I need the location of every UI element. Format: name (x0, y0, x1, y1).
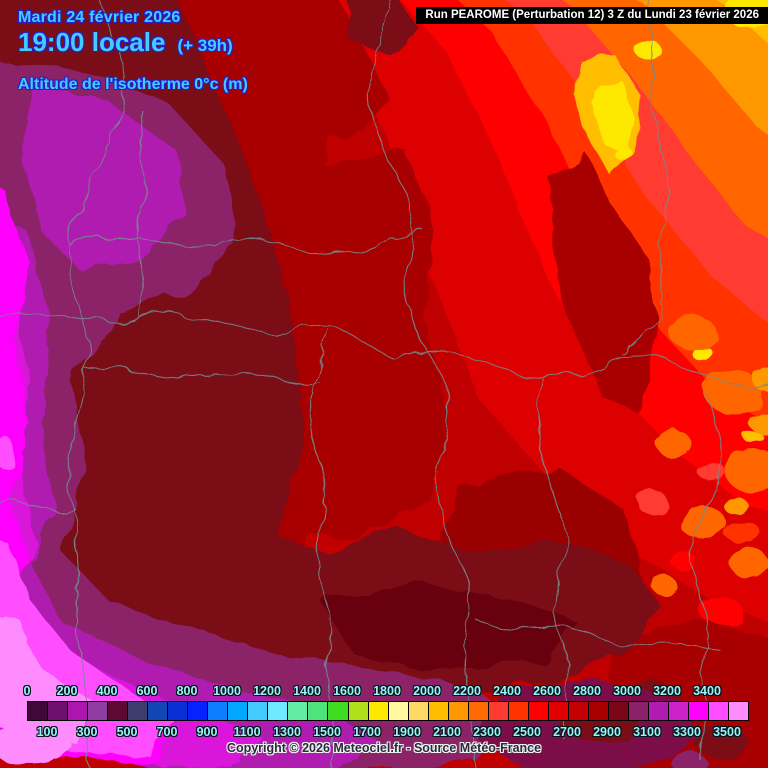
legend-tick-label: 2000 (413, 684, 441, 698)
legend-tick-label: 3200 (653, 684, 681, 698)
legend-cell (648, 702, 669, 720)
legend-tick-label: 200 (56, 684, 78, 698)
legend-cell (608, 702, 629, 720)
legend-cell (368, 702, 389, 720)
legend-cell (388, 702, 409, 720)
legend-cell (148, 702, 169, 720)
legend-tick-label: 2800 (573, 684, 601, 698)
legend-tick-label: 1300 (273, 725, 301, 739)
legend-cell (548, 702, 569, 720)
legend-cell (669, 702, 690, 720)
legend-tick-label: 600 (136, 684, 158, 698)
legend-labels-bottom: 100 300 500 700 900 1100 1300 1500 1700 1900 2100 2… (27, 725, 749, 740)
legend-tick-label: 700 (156, 725, 178, 739)
legend-cell (228, 702, 249, 720)
legend-tick-label: 800 (176, 684, 198, 698)
legend-tick-label: 2100 (433, 725, 461, 739)
legend-cell (128, 702, 149, 720)
legend-tick-label: 2200 (453, 684, 481, 698)
legend-cell (48, 702, 69, 720)
legend-tick-label: 1800 (373, 684, 401, 698)
legend-cell (428, 702, 449, 720)
legend-cell (248, 702, 269, 720)
legend-cell (488, 702, 509, 720)
legend-cell (729, 702, 749, 720)
forecast-date: Mardi 24 février 2026 (18, 9, 181, 26)
legend-tick-label: 1000 (213, 684, 241, 698)
legend-cell (448, 702, 469, 720)
legend-tick-label: 1900 (393, 725, 421, 739)
legend-tick-label: 1400 (293, 684, 321, 698)
forecast-time-row: 19:00 locale (+ 39h) (18, 27, 233, 58)
copyright: Copyright © 2026 Meteociel.fr - Source M… (226, 741, 542, 755)
legend-color-bar (27, 701, 749, 721)
legend-cell (88, 702, 109, 720)
legend-tick-label: 1100 (233, 725, 261, 739)
legend-tick-label: 3000 (613, 684, 641, 698)
model-run-info: Run PEAROME (Perturbation 12) 3 Z du Lun… (416, 7, 768, 24)
legend-tick-label: 300 (76, 725, 98, 739)
legend-tick-label: 2500 (513, 725, 541, 739)
legend-tick-label: 2900 (593, 725, 621, 739)
legend-tick-label: 2700 (553, 725, 581, 739)
legend-cell (689, 702, 710, 720)
legend-cell (709, 702, 730, 720)
legend-tick-label: 2600 (533, 684, 561, 698)
legend-cell (268, 702, 289, 720)
legend-cell (28, 702, 49, 720)
legend-tick-label: 1200 (253, 684, 281, 698)
legend-tick-label: 2300 (473, 725, 501, 739)
legend-cell (568, 702, 589, 720)
forecast-lead-time: (+ 39h) (177, 36, 233, 55)
forecast-time: 19:00 locale (18, 27, 166, 57)
legend-tick-label: 3400 (693, 684, 721, 698)
legend-tick-label: 1500 (313, 725, 341, 739)
legend-tick-label: 3100 (633, 725, 661, 739)
legend: 0 200 400 600 800 1000 1200 1400 1600 1800 2000 220… (23, 684, 749, 740)
legend-tick-label: 2400 (493, 684, 521, 698)
legend-cell (328, 702, 349, 720)
legend-cell (508, 702, 529, 720)
legend-tick-label: 400 (96, 684, 118, 698)
legend-labels-top: 0 200 400 600 800 1000 1200 1400 1600 1800 2000 220… (23, 684, 749, 699)
legend-cell (588, 702, 609, 720)
legend-cell (168, 702, 189, 720)
legend-cell (468, 702, 489, 720)
legend-tick-label: 900 (196, 725, 218, 739)
legend-cell (408, 702, 429, 720)
legend-tick-label: 3500 (713, 725, 741, 739)
legend-cell (108, 702, 129, 720)
legend-cell (68, 702, 89, 720)
legend-tick-label: 3300 (673, 725, 701, 739)
legend-cell (528, 702, 549, 720)
legend-cell (308, 702, 329, 720)
legend-tick-label: 1600 (333, 684, 361, 698)
legend-tick-label: 1700 (353, 725, 381, 739)
legend-cell (628, 702, 649, 720)
legend-cell (208, 702, 229, 720)
legend-tick-label: 500 (116, 725, 138, 739)
parameter-title: Altitude de l'isotherme 0°c (m) (18, 76, 248, 93)
legend-cell (348, 702, 369, 720)
legend-tick-label: 0 (23, 684, 31, 698)
legend-cell (188, 702, 209, 720)
legend-tick-label: 100 (36, 725, 58, 739)
legend-cell (288, 702, 309, 720)
